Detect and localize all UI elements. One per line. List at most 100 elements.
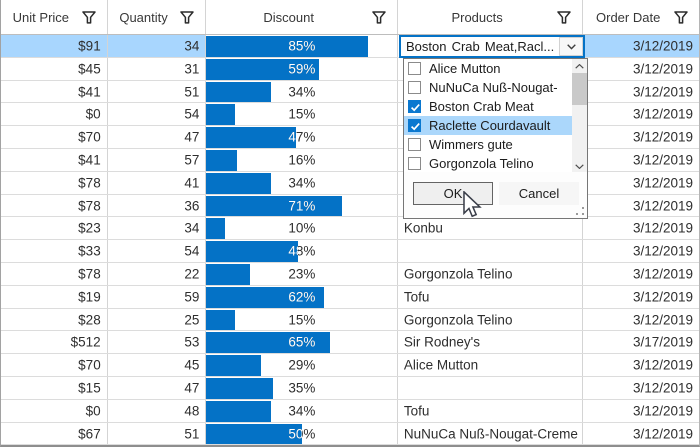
cell-quantity[interactable]: 34 <box>107 35 207 57</box>
checkbox-unchecked[interactable] <box>408 138 421 151</box>
cell-quantity[interactable]: 22 <box>108 263 207 285</box>
cell-unit_price[interactable]: $15 <box>1 377 108 399</box>
cell-unit_price[interactable]: $512 <box>1 331 108 353</box>
table-row[interactable]: $91 34 85% 85% 3/12/2019 <box>1 35 700 58</box>
cell-products[interactable]: Gorgonzola Telino <box>398 309 584 330</box>
cell-products[interactable]: Tofu <box>398 400 584 422</box>
table-row[interactable]: $45 31 59% 59% 3/12/2019 <box>1 58 699 81</box>
cell-discount[interactable]: 35%35% <box>206 377 398 399</box>
cell-quantity[interactable]: 31 <box>108 58 207 80</box>
cell-unit_price[interactable]: $78 <box>1 195 108 216</box>
cell-unit_price[interactable]: $70 <box>1 126 108 148</box>
cell-order_date[interactable]: 3/12/2019 <box>583 103 699 125</box>
cell-products[interactable]: Gorgonzola Telino <box>398 263 584 285</box>
cell-quantity[interactable]: 36 <box>108 195 207 216</box>
cell-products[interactable] <box>398 240 584 262</box>
cell-unit_price[interactable]: $33 <box>1 240 108 262</box>
cell-discount[interactable]: 16%16% <box>206 149 398 171</box>
table-row[interactable]: $0 54 15%15% 3/12/2019 <box>1 103 699 126</box>
checkbox-checked[interactable] <box>408 100 421 113</box>
column-header-quantity[interactable]: Quantity <box>108 0 207 34</box>
cell-unit_price[interactable]: $41 <box>1 81 108 102</box>
cell-quantity[interactable]: 57 <box>108 149 207 171</box>
table-row[interactable]: $33 54 48%48% 3/12/2019 <box>1 240 699 263</box>
cell-products[interactable]: Tofu <box>398 286 584 308</box>
cell-order_date[interactable]: 3/12/2019 <box>583 286 699 308</box>
cell-unit_price[interactable]: $41 <box>1 149 108 171</box>
cell-quantity[interactable]: 25 <box>108 309 207 330</box>
column-header-order_date[interactable]: Order Date <box>583 0 699 34</box>
cell-order_date[interactable]: 3/12/2019 <box>583 377 699 399</box>
table-row[interactable]: $0 48 34%34% Tofu 3/12/2019 <box>1 400 699 423</box>
table-row[interactable]: $23 34 10%10% Konbu 3/12/2019 <box>1 217 699 240</box>
cell-order_date[interactable]: 3/12/2019 <box>583 263 699 285</box>
table-row[interactable]: $512 53 65% 65% Sir Rodney's 3/17/2019 <box>1 331 699 354</box>
cell-quantity[interactable]: 47 <box>108 377 207 399</box>
cell-quantity[interactable]: 53 <box>108 331 207 353</box>
checkbox-unchecked[interactable] <box>408 62 421 75</box>
cell-unit_price[interactable]: $70 <box>1 354 108 376</box>
filter-icon[interactable] <box>557 11 572 24</box>
dropdown-item[interactable]: Wimmers gute <box>404 135 572 154</box>
table-row[interactable]: $70 47 47%47% 3/12/2019 <box>1 126 699 149</box>
table-row[interactable]: $41 57 16%16% 3/12/2019 <box>1 149 699 172</box>
cell-unit_price[interactable]: $45 <box>1 58 108 80</box>
cell-unit_price[interactable]: $28 <box>1 309 108 330</box>
cell-order_date[interactable]: 3/12/2019 <box>583 217 699 239</box>
cell-products[interactable]: Konbu <box>398 217 584 239</box>
cell-discount[interactable]: 59% 59% <box>206 58 398 80</box>
resize-grip[interactable] <box>576 207 584 215</box>
cell-order_date[interactable]: 3/12/2019 <box>583 35 700 57</box>
cell-unit_price[interactable]: $78 <box>1 172 108 194</box>
table-row[interactable]: $28 25 15%15% Gorgonzola Telino 3/12/2019 <box>1 309 699 331</box>
dropdown-item[interactable]: NuNuCa Nuß-Nougat- <box>404 78 572 97</box>
filter-icon[interactable] <box>180 11 195 24</box>
table-row[interactable]: $41 51 34%34% 3/12/2019 <box>1 81 699 103</box>
cell-unit_price[interactable]: $0 <box>1 400 108 422</box>
cell-unit_price[interactable]: $19 <box>1 286 108 308</box>
cell-order_date[interactable]: 3/12/2019 <box>583 149 699 171</box>
cell-discount[interactable]: 15%15% <box>206 309 398 330</box>
checkbox-checked[interactable] <box>408 119 421 132</box>
cell-quantity[interactable]: 41 <box>108 172 207 194</box>
cell-quantity[interactable]: 51 <box>108 423 207 444</box>
cell-quantity[interactable]: 51 <box>108 81 207 102</box>
cell-products[interactable]: Sir Rodney's <box>398 331 584 353</box>
cell-discount[interactable]: 23%23% <box>206 263 398 285</box>
cell-discount[interactable]: 47%47% <box>206 126 398 148</box>
filter-icon[interactable] <box>674 11 688 24</box>
cell-discount[interactable]: 71% 71% <box>206 195 398 216</box>
cell-discount[interactable]: 48%48% <box>206 240 398 262</box>
cell-discount[interactable]: 34%34% <box>206 172 398 194</box>
cell-order_date[interactable]: 3/12/2019 <box>583 354 699 376</box>
cell-order_date[interactable]: 3/12/2019 <box>583 58 699 80</box>
cell-order_date[interactable]: 3/17/2019 <box>583 331 699 353</box>
cell-unit_price[interactable]: $0 <box>1 103 108 125</box>
cell-unit_price[interactable]: $67 <box>1 423 108 444</box>
cell-products[interactable]: NuNuCa Nuß-Nougat-Creme <box>398 423 584 444</box>
cell-order_date[interactable]: 3/12/2019 <box>583 126 699 148</box>
checkbox-unchecked[interactable] <box>408 157 421 170</box>
dropdown-item[interactable]: Alice Mutton <box>404 59 572 78</box>
column-header-unit_price[interactable]: Unit Price <box>1 0 108 34</box>
scroll-down-arrow[interactable] <box>572 159 587 173</box>
scroll-up-arrow[interactable] <box>572 59 587 73</box>
products-combo-editor[interactable]: Boston Crab Meat,Racl... <box>399 35 585 58</box>
cell-quantity[interactable]: 34 <box>108 217 207 239</box>
table-row[interactable]: $78 41 34%34% 3/12/2019 <box>1 172 699 195</box>
filter-icon[interactable] <box>372 11 386 24</box>
cell-order_date[interactable]: 3/12/2019 <box>583 400 699 422</box>
cell-order_date[interactable]: 3/12/2019 <box>583 172 699 194</box>
table-row[interactable]: $67 51 50%50% NuNuCa Nuß-Nougat-Creme 3/12/2… <box>1 423 699 445</box>
table-row[interactable]: $70 45 29%29% Alice Mutton 3/12/2019 <box>1 354 699 377</box>
cell-order_date[interactable]: 3/12/2019 <box>583 195 699 216</box>
scrollbar-thumb[interactable] <box>572 73 587 105</box>
cell-discount[interactable]: 34%34% <box>206 400 398 422</box>
cell-quantity[interactable]: 54 <box>108 240 207 262</box>
cell-discount[interactable]: 65% 65% <box>206 331 398 353</box>
dropdown-item[interactable]: Boston Crab Meat <box>404 97 572 116</box>
cell-products[interactable]: Alice Mutton <box>398 354 584 376</box>
cell-quantity[interactable]: 54 <box>108 103 207 125</box>
cell-order_date[interactable]: 3/12/2019 <box>583 81 699 102</box>
cell-discount[interactable]: 15%15% <box>206 103 398 125</box>
